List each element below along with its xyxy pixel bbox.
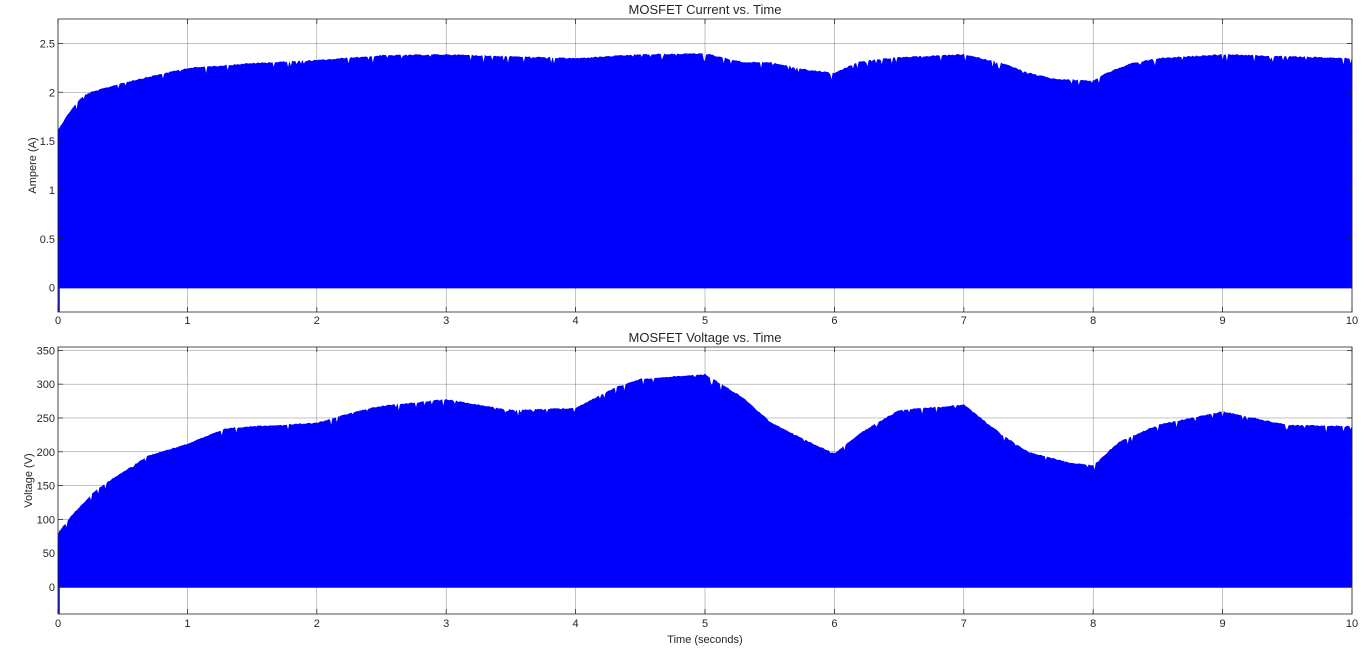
y-tick-label: 1 <box>49 185 55 197</box>
x-tick-label: 10 <box>1346 315 1358 327</box>
x-tick-label: 7 <box>961 315 967 327</box>
y-tick-label: 0 <box>49 582 55 594</box>
y-tick-label: 0.5 <box>40 234 55 246</box>
x-tick-label: 6 <box>831 618 837 630</box>
y-tick-label: 100 <box>37 514 55 526</box>
x-tick-label: 0 <box>55 618 61 630</box>
y-tick-label: 2.5 <box>40 38 55 50</box>
chart-title: MOSFET Voltage vs. Time <box>629 330 782 345</box>
x-tick-label: 8 <box>1090 315 1096 327</box>
y-axis-label: Ampere (A) <box>27 137 39 193</box>
series-0-area <box>57 52 1353 288</box>
x-tick-label: 10 <box>1346 618 1358 630</box>
y-tick-label: 350 <box>37 345 55 357</box>
x-tick-label: 5 <box>702 618 708 630</box>
voltage-plot: 0 1 2 3 4 5 6 7 8 9 10050100150200250300350MOSFET … <box>23 330 1358 646</box>
x-tick-label: 8 <box>1090 618 1096 630</box>
x-tick-label: 0 <box>55 315 61 327</box>
chart-title: MOSFET Current vs. Time <box>629 2 782 17</box>
x-tick-label: 5 <box>702 315 708 327</box>
x-tick-label: 2 <box>314 315 320 327</box>
x-tick-label: 1 <box>184 618 190 630</box>
x-tick-label: 4 <box>573 315 579 327</box>
y-tick-label: 250 <box>37 413 55 425</box>
x-axis-label: Time (seconds) <box>667 634 742 646</box>
x-tick-label: 9 <box>1220 618 1226 630</box>
y-tick-label: 150 <box>37 481 55 493</box>
y-tick-label: 0 <box>49 283 55 295</box>
y-axis-label: Voltage (V) <box>23 453 35 507</box>
x-tick-label: 9 <box>1220 315 1226 327</box>
x-tick-label: 6 <box>831 315 837 327</box>
x-tick-label: 2 <box>314 618 320 630</box>
x-tick-label: 3 <box>443 315 449 327</box>
current-plot: 0 1 2 3 4 5 6 7 8 9 10 0 0.5 1 1.5 2 2.5 MOSFET Current v… <box>27 2 1358 327</box>
y-tick-label: 200 <box>37 447 55 459</box>
series-0-area <box>57 373 1353 588</box>
x-tick-label: 1 <box>184 315 190 327</box>
y-tick-label: 2 <box>49 87 55 99</box>
y-tick-label: 50 <box>43 548 55 560</box>
x-tick-label: 3 <box>443 618 449 630</box>
x-tick-label: 7 <box>961 618 967 630</box>
y-tick-label: 1.5 <box>40 136 55 148</box>
x-tick-label: 4 <box>573 618 579 630</box>
y-tick-label: 300 <box>37 379 55 391</box>
